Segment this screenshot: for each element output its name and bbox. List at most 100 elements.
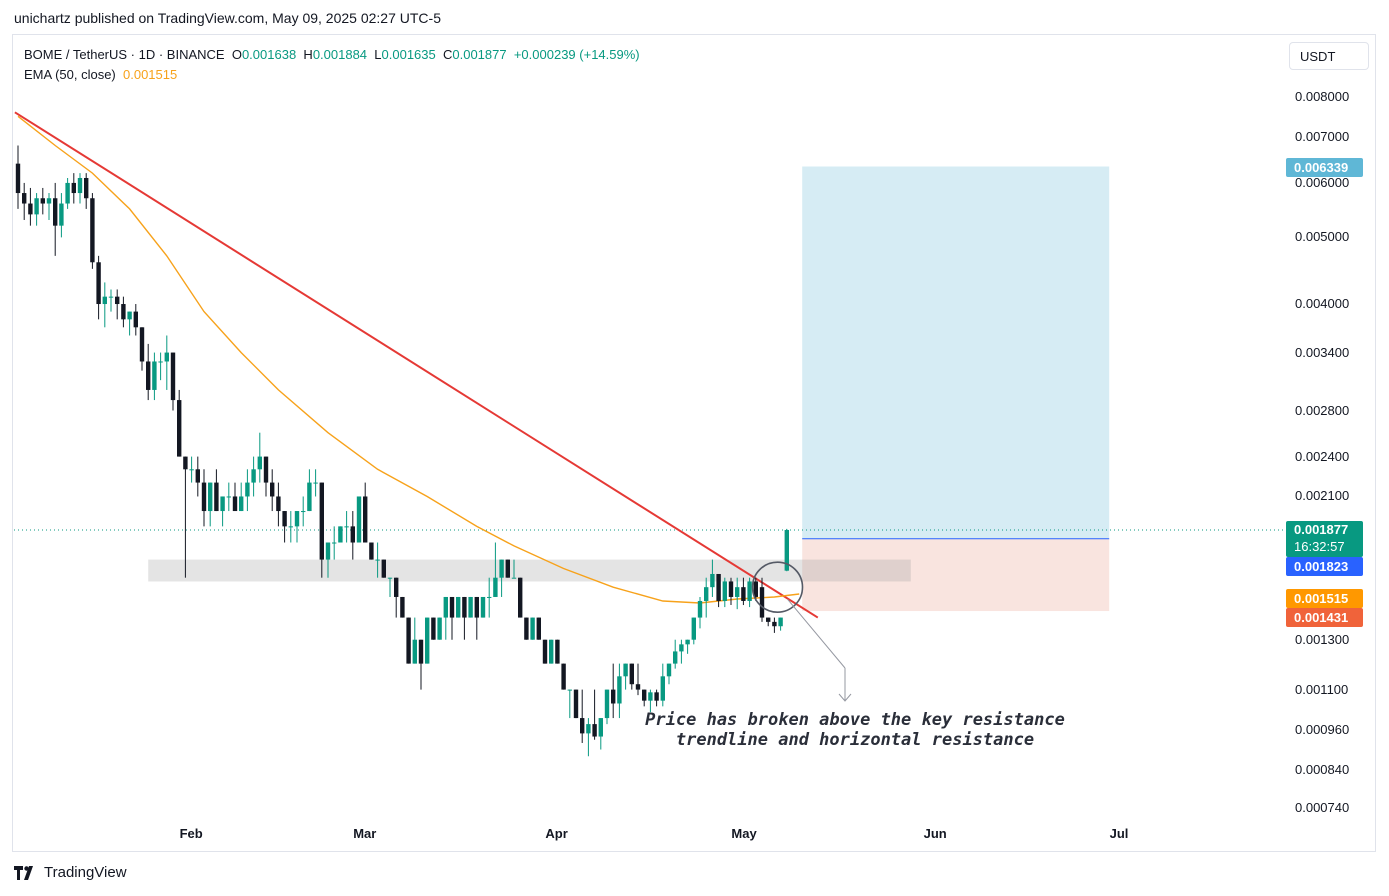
ema-value: 0.001515 xyxy=(123,67,178,82)
candle-body xyxy=(319,482,324,560)
candle-body xyxy=(784,530,789,571)
candle-body xyxy=(778,617,783,627)
price-tag: 0.001877 16:32:57 xyxy=(1286,521,1363,557)
candle-body xyxy=(487,596,492,598)
low-label: L xyxy=(374,47,382,62)
candle-body xyxy=(480,596,486,618)
price-tick-label: 0.002400 xyxy=(1295,448,1350,464)
price-tick-label: 0.004000 xyxy=(1295,296,1350,312)
candle-body xyxy=(598,718,603,737)
candle-body xyxy=(108,296,114,298)
candle-body xyxy=(654,692,659,701)
candle-body xyxy=(691,617,696,640)
annotation-arrowhead xyxy=(838,693,852,702)
time-tick-label: Jun xyxy=(923,826,947,841)
candle-body xyxy=(338,526,343,543)
price-tick-label: 0.002100 xyxy=(1295,488,1350,504)
symbol-label[interactable]: BOME / TetherUS · 1D · BINANCE xyxy=(24,47,225,62)
candle-body xyxy=(332,542,337,544)
time-tick-label: Mar xyxy=(353,826,377,841)
candle-body xyxy=(660,676,665,701)
candle-body xyxy=(586,724,591,734)
price-tick-label: 0.000840 xyxy=(1295,762,1350,778)
candle-body xyxy=(276,496,281,512)
candle-body xyxy=(406,617,411,664)
price-tag: 0.001515 xyxy=(1286,588,1363,608)
currency-unit-button[interactable]: USDT xyxy=(1289,42,1369,70)
candle-body xyxy=(710,573,715,588)
candle-body xyxy=(580,718,585,734)
candle-body xyxy=(350,526,355,543)
candle-body xyxy=(115,296,120,305)
candle-body xyxy=(133,311,138,328)
candle-body xyxy=(542,639,548,664)
candle-body xyxy=(301,511,306,513)
time-tick-label: May xyxy=(731,826,757,841)
price-tag: 0.001823 xyxy=(1286,557,1363,576)
high-value: 0.001884 xyxy=(312,47,368,62)
price-tick-label: 0.006000 xyxy=(1295,174,1350,190)
profit-zone xyxy=(802,166,1110,539)
candle-body xyxy=(635,684,641,690)
price-tag-value: 0.006339 xyxy=(1294,159,1349,175)
candle-body xyxy=(648,692,653,701)
candle-body xyxy=(431,617,436,640)
candle-body xyxy=(363,496,368,543)
candle-body xyxy=(282,511,287,527)
candle-body xyxy=(245,482,250,497)
candle-body xyxy=(524,617,529,640)
resistance-trendline xyxy=(14,111,819,619)
time-tick-label: Jul xyxy=(1109,826,1129,841)
candle-body xyxy=(344,526,349,528)
candle-body xyxy=(22,193,27,204)
candle-body xyxy=(356,496,362,543)
footer-brand-label: TradingView xyxy=(44,864,127,881)
candle-body xyxy=(232,496,238,512)
candle-body xyxy=(139,327,145,362)
chart-annotation: Price has broken above the key resistanc… xyxy=(560,710,1150,750)
candle-body xyxy=(592,724,597,737)
candle-body xyxy=(170,352,176,401)
price-tick-label: 0.001300 xyxy=(1295,631,1350,647)
candle-body xyxy=(127,311,132,320)
ema-line xyxy=(17,115,800,604)
loss-zone xyxy=(802,538,1110,612)
candle-body xyxy=(462,596,467,618)
open-label: O xyxy=(231,47,242,62)
candle-body xyxy=(753,581,758,597)
candle-body xyxy=(59,203,64,226)
candle-body xyxy=(412,639,417,664)
annotation-line-1: Price has broken above the key resistanc… xyxy=(645,710,1065,730)
candle-body xyxy=(28,203,33,215)
candle-body xyxy=(102,296,107,305)
candle-body xyxy=(728,581,734,597)
candle-body xyxy=(611,689,616,704)
candle-body xyxy=(369,542,374,560)
candle-body xyxy=(307,482,312,512)
candle-body xyxy=(555,639,560,664)
candle-body xyxy=(251,469,256,483)
price-tick-label: 0.007000 xyxy=(1295,128,1350,144)
chart-frame[interactable] xyxy=(12,34,1376,852)
candle-body xyxy=(722,581,727,601)
candle-body xyxy=(34,198,39,215)
candle-body xyxy=(183,456,188,470)
candle-body xyxy=(208,482,213,512)
candle-body xyxy=(642,689,647,701)
candle-body xyxy=(418,639,424,664)
candle-body xyxy=(673,651,678,664)
candle-body xyxy=(77,177,83,194)
candle-body xyxy=(226,496,231,498)
candle-body xyxy=(152,361,157,390)
candle-body xyxy=(716,573,721,601)
candle-body xyxy=(239,496,244,512)
candle-body xyxy=(697,600,703,618)
ema-label[interactable]: EMA (50, close) xyxy=(24,67,116,82)
candle-body xyxy=(214,482,219,512)
candle-body xyxy=(759,587,765,618)
low-value: 0.001635 xyxy=(381,47,436,62)
price-tag: 0.001431 xyxy=(1286,608,1363,628)
candle-body xyxy=(257,456,262,470)
footer-brand[interactable]: TradingView xyxy=(14,864,127,881)
